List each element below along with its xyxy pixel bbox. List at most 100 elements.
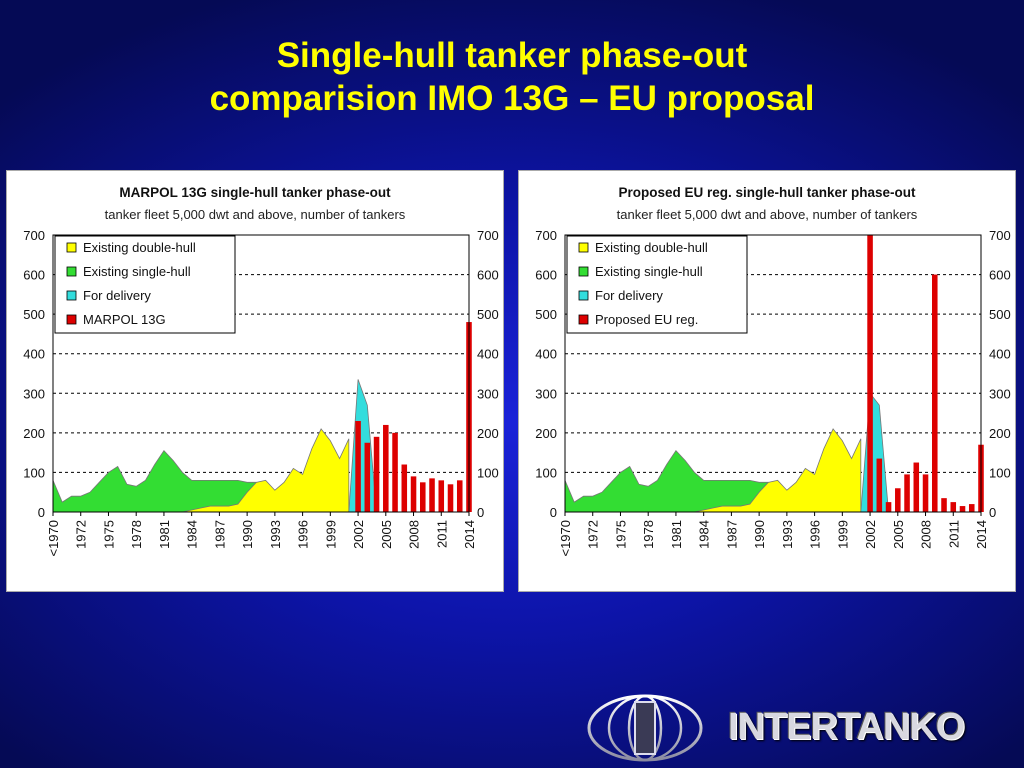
y-tick-label-left: 0 bbox=[38, 505, 45, 520]
marpol-chart-panel: MARPOL 13G single-hull tanker phase-out t… bbox=[6, 170, 504, 592]
chart-subtitle: tanker fleet 5,000 dwt and above, number… bbox=[617, 207, 918, 222]
x-tick-label: 1984 bbox=[185, 520, 200, 549]
x-tick-label: 2005 bbox=[379, 520, 394, 549]
x-tick-label: 2005 bbox=[891, 520, 906, 549]
x-tick-label: 1996 bbox=[296, 520, 311, 549]
legend-label: For delivery bbox=[595, 288, 663, 303]
bar bbox=[959, 506, 966, 512]
bar bbox=[420, 482, 426, 512]
y-tick-label-left: 500 bbox=[23, 307, 45, 322]
marpol-chart: MARPOL 13G single-hull tanker phase-out t… bbox=[23, 185, 499, 557]
x-tick-label: 1981 bbox=[669, 520, 684, 549]
x-tick-label: 1987 bbox=[212, 520, 227, 549]
x-tick-label: <1970 bbox=[558, 520, 573, 557]
x-tick-label: 1984 bbox=[697, 520, 712, 549]
bar bbox=[904, 474, 910, 512]
y-tick-label-right: 700 bbox=[477, 228, 499, 243]
legend-swatch bbox=[66, 290, 77, 301]
x-tick-label: 1972 bbox=[586, 520, 601, 549]
bar bbox=[364, 442, 371, 512]
y-tick-label-right: 100 bbox=[477, 465, 499, 480]
y-tick-label-left: 200 bbox=[23, 426, 45, 441]
bar bbox=[876, 458, 883, 512]
bar bbox=[355, 420, 361, 512]
x-tick-label: 2008 bbox=[919, 520, 934, 549]
y-tick-label-right: 0 bbox=[477, 505, 484, 520]
y-tick-label-right: 100 bbox=[989, 465, 1011, 480]
x-tick-label: 1996 bbox=[808, 520, 823, 549]
x-tick-label: 2002 bbox=[863, 520, 878, 549]
y-tick-label-left: 300 bbox=[23, 386, 45, 401]
x-tick-label: 1990 bbox=[752, 520, 767, 549]
legend-label: Existing single-hull bbox=[83, 264, 191, 279]
bar bbox=[895, 488, 901, 512]
bar bbox=[373, 436, 380, 512]
x-tick-label: 1981 bbox=[157, 520, 172, 549]
y-tick-label-right: 400 bbox=[989, 347, 1011, 362]
y-tick-label-right: 0 bbox=[989, 505, 996, 520]
bar bbox=[885, 502, 892, 512]
y-tick-label-right: 200 bbox=[989, 426, 1011, 441]
y-tick-label-left: 100 bbox=[23, 465, 45, 480]
bar bbox=[968, 504, 975, 512]
y-tick-label-left: 200 bbox=[535, 426, 557, 441]
plot-frame bbox=[52, 234, 470, 513]
slide-title-line1: Single-hull tanker phase-out bbox=[276, 36, 748, 75]
y-tick-label-right: 600 bbox=[989, 268, 1011, 283]
y-tick-label-left: 500 bbox=[535, 307, 557, 322]
area-series bbox=[860, 392, 889, 513]
x-tick-label: 1978 bbox=[129, 520, 144, 549]
bar bbox=[447, 484, 454, 512]
y-tick-label-right: 500 bbox=[989, 307, 1011, 322]
legend-swatch bbox=[66, 266, 77, 277]
chart-title: Proposed EU reg. single-hull tanker phas… bbox=[618, 185, 916, 200]
legend-box bbox=[566, 235, 748, 334]
slide-title: Single-hull tanker phase-out comparision… bbox=[0, 34, 1024, 120]
legend-swatch bbox=[66, 314, 77, 325]
bar bbox=[438, 480, 445, 512]
legend-swatch bbox=[578, 266, 589, 277]
globe-icon bbox=[587, 694, 703, 762]
x-tick-label: 2011 bbox=[434, 520, 449, 548]
y-tick-label-right: 700 bbox=[989, 228, 1011, 243]
y-tick-label-left: 700 bbox=[23, 228, 45, 243]
y-tick-label-left: 0 bbox=[550, 505, 557, 520]
x-tick-label: 1975 bbox=[613, 520, 628, 549]
y-tick-label-right: 500 bbox=[477, 307, 499, 322]
plot-frame bbox=[564, 234, 982, 513]
x-tick-label: 2008 bbox=[407, 520, 422, 549]
x-tick-label: 1975 bbox=[101, 520, 116, 549]
y-tick-label-right: 400 bbox=[477, 347, 499, 362]
legend-swatch bbox=[578, 242, 589, 253]
bar bbox=[913, 462, 920, 512]
y-tick-label-left: 600 bbox=[535, 268, 557, 283]
legend-swatch bbox=[578, 314, 589, 325]
bar bbox=[401, 464, 408, 512]
bar bbox=[941, 498, 947, 512]
chart-title: MARPOL 13G single-hull tanker phase-out bbox=[119, 185, 391, 200]
bar bbox=[383, 424, 389, 512]
x-tick-label: 2011 bbox=[946, 520, 961, 548]
legend-box bbox=[54, 235, 236, 334]
x-tick-label: 2014 bbox=[974, 520, 989, 549]
bar bbox=[950, 502, 957, 512]
chart-subtitle: tanker fleet 5,000 dwt and above, number… bbox=[105, 207, 406, 222]
legend-label: Existing single-hull bbox=[595, 264, 703, 279]
y-tick-label-left: 600 bbox=[23, 268, 45, 283]
x-tick-label: <1970 bbox=[46, 520, 61, 557]
bar bbox=[867, 235, 873, 512]
y-tick-label-left: 300 bbox=[535, 386, 557, 401]
intertanko-logo-text: INTERTANKO bbox=[728, 706, 965, 748]
y-tick-label-left: 400 bbox=[535, 347, 557, 362]
legend-label: Existing double-hull bbox=[595, 240, 708, 255]
y-tick-label-right: 600 bbox=[477, 268, 499, 283]
eu-chart-panel: Proposed EU reg. single-hull tanker phas… bbox=[518, 170, 1016, 592]
x-tick-label: 1990 bbox=[240, 520, 255, 549]
y-tick-label-left: 400 bbox=[23, 347, 45, 362]
x-tick-label: 1993 bbox=[780, 520, 795, 549]
x-tick-label: 1987 bbox=[724, 520, 739, 549]
bar bbox=[392, 432, 398, 512]
x-tick-label: 1972 bbox=[74, 520, 89, 549]
y-tick-label-right: 300 bbox=[477, 386, 499, 401]
legend-label: Proposed EU reg. bbox=[595, 312, 698, 327]
